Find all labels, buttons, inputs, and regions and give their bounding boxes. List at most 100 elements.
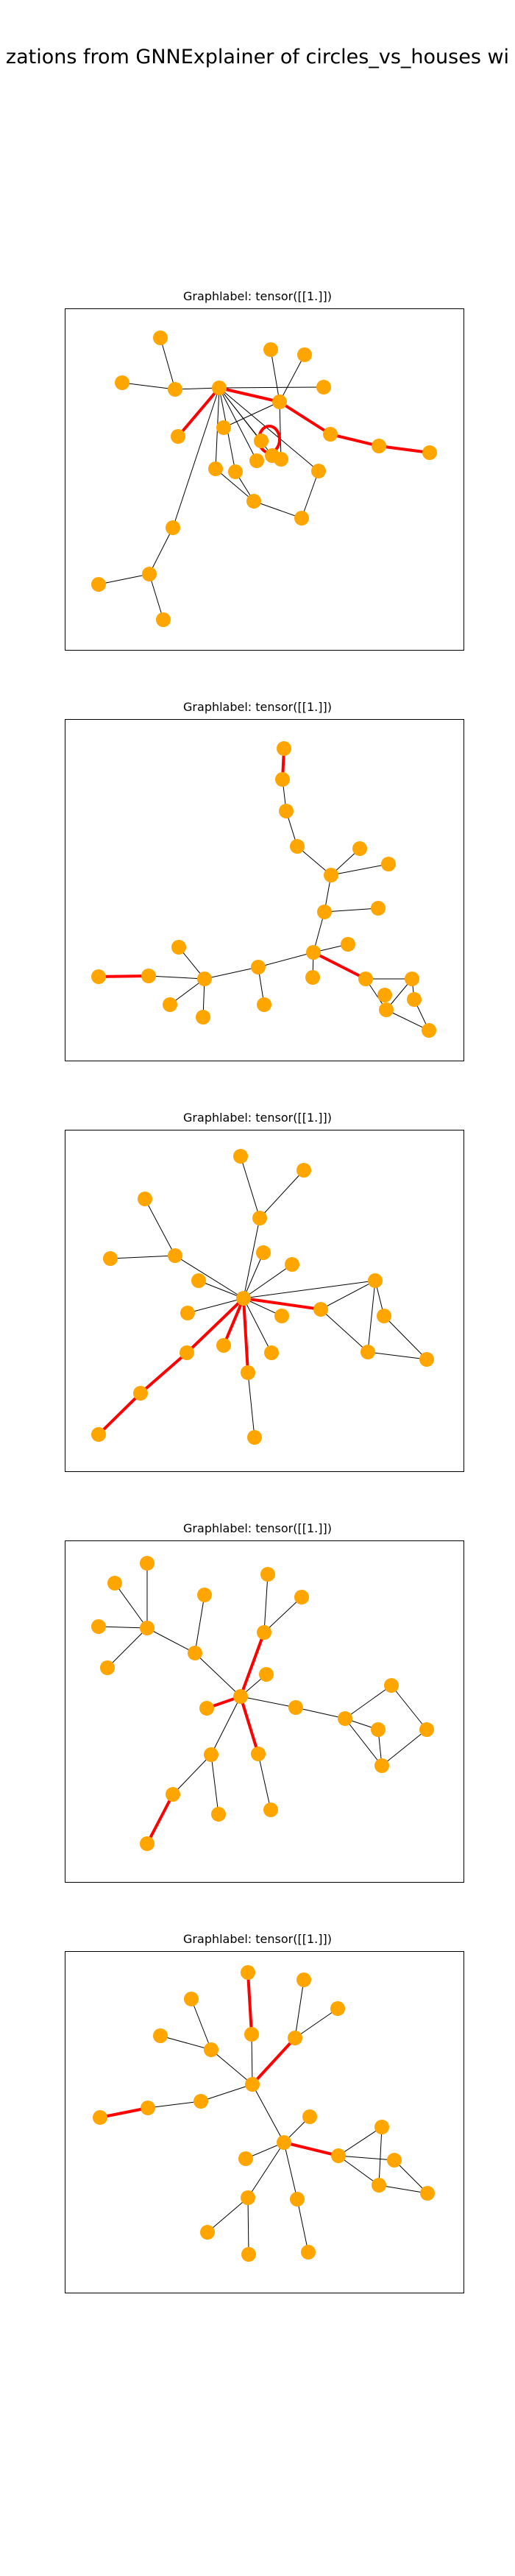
graph-edge bbox=[263, 1574, 269, 1633]
graph-edge bbox=[296, 846, 332, 876]
graph-edge bbox=[294, 2008, 338, 2039]
graph-node bbox=[163, 997, 177, 1012]
graph-node bbox=[301, 2245, 316, 2260]
highlighted-edge bbox=[177, 386, 221, 438]
graph-edge bbox=[194, 1594, 205, 1654]
graph-node bbox=[290, 2192, 305, 2207]
graph-node bbox=[371, 901, 386, 916]
graph-edge bbox=[240, 1696, 296, 1708]
panel-2-title: Graphlabel: tensor([[1.]]) bbox=[183, 700, 332, 714]
graph-edge bbox=[279, 354, 305, 403]
graph-edge bbox=[172, 387, 220, 528]
graph-edge bbox=[191, 1998, 212, 2050]
graph-panel-5 bbox=[65, 1951, 464, 2293]
graph-edge bbox=[386, 1009, 430, 1031]
panel-4-title: Graphlabel: tensor([[1.]]) bbox=[183, 1521, 332, 1535]
graph-edge bbox=[210, 2049, 253, 2085]
graph-edge bbox=[391, 1685, 427, 1730]
graph-node bbox=[247, 1430, 262, 1445]
highlighted-edge bbox=[243, 1297, 322, 1311]
graph-node bbox=[245, 2077, 260, 2092]
graph-edge bbox=[378, 2126, 383, 2186]
graph-node bbox=[140, 1556, 154, 1571]
graph-node bbox=[297, 347, 312, 362]
graph-node bbox=[241, 2190, 255, 2205]
graph-edge bbox=[338, 2126, 383, 2156]
graph-node bbox=[306, 945, 321, 960]
graph-node bbox=[211, 1807, 226, 1822]
graph-edge bbox=[121, 382, 176, 390]
graph-edge bbox=[243, 1252, 264, 1299]
graph-node bbox=[208, 461, 223, 476]
graph-node bbox=[142, 567, 157, 581]
graph-edge bbox=[243, 1280, 376, 1299]
graph-edge bbox=[110, 1255, 176, 1259]
graph-node bbox=[241, 1965, 255, 1980]
graph-node bbox=[244, 2027, 259, 2042]
graph-node bbox=[216, 1338, 231, 1353]
graph-node bbox=[387, 2153, 402, 2168]
graph-node bbox=[241, 1365, 255, 1380]
graph-node bbox=[260, 1567, 275, 1582]
graph-node bbox=[422, 445, 437, 460]
graph-edge bbox=[243, 1298, 272, 1354]
graph-node bbox=[212, 381, 227, 395]
graph-node bbox=[191, 1273, 206, 1288]
graph-node bbox=[91, 1619, 106, 1634]
graph-node bbox=[241, 2247, 256, 2262]
graph-edge bbox=[148, 975, 205, 980]
panel-1-frame bbox=[65, 308, 464, 651]
graph-node bbox=[141, 969, 156, 983]
graph-edge bbox=[263, 1596, 302, 1633]
graph-panel-1 bbox=[65, 308, 464, 651]
graph-node bbox=[188, 1646, 202, 1660]
graph-node bbox=[115, 375, 129, 390]
graph-node bbox=[374, 2120, 389, 2134]
graph-node bbox=[352, 841, 367, 856]
graph-edge bbox=[378, 2184, 428, 2194]
graph-node bbox=[358, 972, 373, 986]
graph-node bbox=[330, 2001, 345, 2016]
graph-node bbox=[368, 1273, 383, 1288]
graph-node bbox=[372, 439, 386, 453]
graph-node bbox=[311, 464, 326, 478]
graph-node bbox=[259, 1667, 274, 1682]
graph-edge bbox=[320, 1280, 376, 1310]
graph-edge bbox=[258, 1753, 271, 1811]
graph-node bbox=[166, 520, 180, 535]
graph-node bbox=[233, 1689, 248, 1704]
graph-node bbox=[294, 511, 309, 526]
graph-edge bbox=[294, 1979, 305, 2039]
highlighted-edge bbox=[246, 1972, 253, 2035]
graph-edge bbox=[301, 470, 319, 519]
graph-node bbox=[256, 1245, 271, 1260]
graph-edge bbox=[160, 2035, 212, 2050]
graph-node bbox=[338, 1711, 352, 1726]
graph-node bbox=[279, 804, 294, 818]
graph-node bbox=[264, 1345, 279, 1360]
graph-edge bbox=[194, 1652, 241, 1697]
graph-node bbox=[171, 940, 186, 955]
graph-edge bbox=[247, 2197, 249, 2255]
highlighted-edge bbox=[378, 445, 430, 454]
graph-node bbox=[236, 1291, 251, 1306]
graph-node bbox=[180, 1345, 194, 1360]
highlighted-edge bbox=[239, 1696, 260, 1755]
graph-node bbox=[384, 1678, 399, 1693]
graph-node bbox=[377, 988, 392, 1002]
graph-edge bbox=[240, 1156, 260, 1219]
graph-node bbox=[180, 1306, 195, 1320]
highlighted-edge bbox=[146, 1794, 174, 1844]
graph-node bbox=[372, 2178, 386, 2193]
graph-edge bbox=[149, 527, 174, 575]
graph-edge bbox=[320, 1309, 369, 1353]
graph-node bbox=[275, 772, 290, 787]
graph-node bbox=[381, 857, 396, 871]
graph-edge bbox=[204, 966, 259, 980]
panel-3-title: Graphlabel: tensor([[1.]]) bbox=[183, 1111, 332, 1125]
graph-node bbox=[419, 1722, 434, 1737]
graph-node bbox=[296, 1163, 311, 1178]
graph-node bbox=[168, 1248, 182, 1263]
panel-5-frame bbox=[65, 1951, 464, 2293]
graph-edge bbox=[223, 401, 280, 428]
